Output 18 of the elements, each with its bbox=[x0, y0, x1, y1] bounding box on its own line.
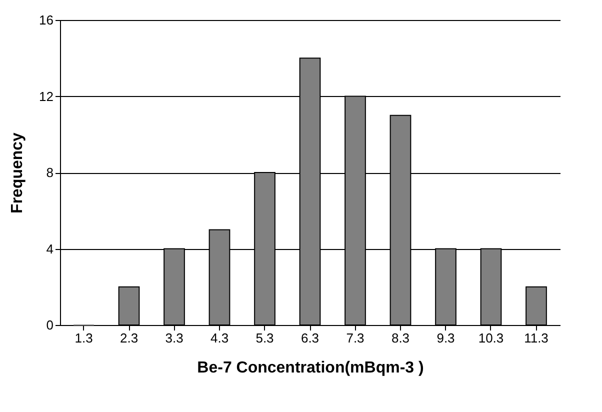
y-axis-title: Frequency bbox=[9, 132, 26, 214]
x-axis-title: Be-7 Concentration(mBqm-3 ) bbox=[197, 360, 424, 376]
x-tick-label: 4.3 bbox=[210, 330, 229, 346]
x-tick-label: 2.3 bbox=[120, 330, 138, 346]
x-tick-label: 6.3 bbox=[300, 330, 320, 346]
x-tick-label: 11.3 bbox=[524, 330, 548, 346]
x-tick-label: 8.3 bbox=[391, 330, 410, 346]
x-tick-label: 7.3 bbox=[346, 330, 364, 346]
x-tick-label: 10.3 bbox=[478, 330, 504, 346]
y-tick-label: 8 bbox=[46, 165, 54, 180]
x-tick-label: 5.3 bbox=[256, 330, 274, 346]
x-tick-label: 3.3 bbox=[165, 330, 184, 346]
y-tick-label: 12 bbox=[39, 88, 54, 104]
x-tick-label: 9.3 bbox=[436, 330, 455, 346]
x-tick-label: 1.3 bbox=[74, 330, 93, 346]
y-tick-label: 4 bbox=[46, 241, 54, 256]
y-tick-label: 16 bbox=[39, 12, 54, 28]
y-tick-label: 0 bbox=[46, 318, 54, 332]
